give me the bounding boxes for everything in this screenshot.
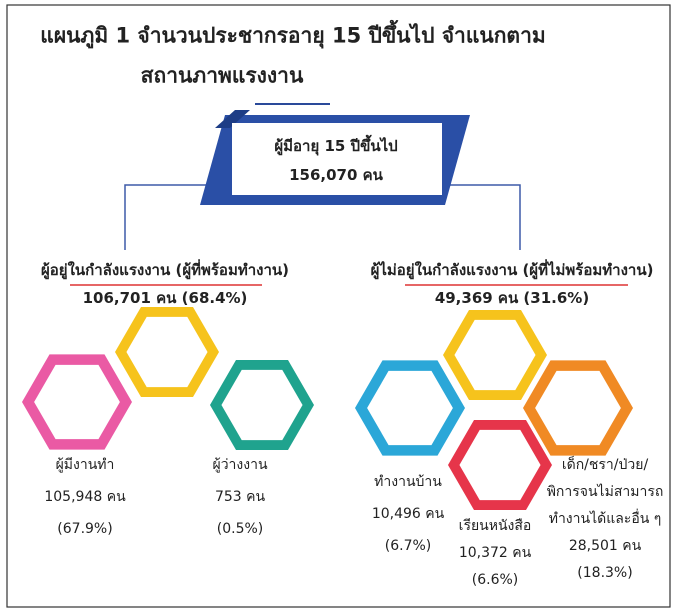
item-value: 28,501 คน bbox=[569, 535, 641, 557]
item-share: (6.7%) bbox=[385, 538, 432, 554]
item-share: (18.3%) bbox=[577, 565, 632, 581]
item-value: 105,948 คน bbox=[44, 486, 125, 508]
item-share: (6.6%) bbox=[472, 572, 519, 588]
total-label: ผู้มีอายุ 15 ปีขึ้นไป bbox=[274, 134, 397, 158]
item-share: (67.9%) bbox=[57, 521, 112, 537]
item-label: ผู้มีงานทำ bbox=[56, 454, 115, 476]
item-label: พิการจนไม่สามารถ bbox=[547, 481, 664, 503]
item-label: เด็ก/ชรา/ป่วย/ bbox=[562, 454, 648, 476]
total-value: 156,070 คน bbox=[289, 163, 383, 187]
group-value: 49,369 คน (31.6%) bbox=[435, 286, 589, 310]
title: สถานภาพแรงงาน bbox=[141, 60, 304, 93]
group-label: ผู้ไม่อยู่ในกำลังแรงงาน (ผู้ที่ไม่พร้อมท… bbox=[371, 258, 654, 282]
connector-right bbox=[445, 185, 520, 250]
title: แผนภูมิ 1 จำนวนประชากรอายุ 15 ปีขึ้นไป จ… bbox=[40, 20, 545, 53]
item-label: เรียนหนังสือ bbox=[459, 515, 532, 537]
item-label: ทำงานบ้าน bbox=[374, 471, 442, 493]
item-label: ผู้ว่างงาน bbox=[212, 454, 267, 476]
group-label: ผู้อยู่ในกำลังแรงงาน (ผู้ที่พร้อมทำงาน) bbox=[41, 258, 289, 282]
item-value: 10,496 คน bbox=[372, 503, 444, 525]
item-share: (0.5%) bbox=[217, 521, 264, 537]
group-value: 106,701 คน (68.4%) bbox=[83, 286, 248, 310]
infographic: แผนภูมิ 1 จำนวนประชากรอายุ 15 ปีขึ้นไป จ… bbox=[0, 0, 677, 612]
item-value: 753 คน bbox=[215, 486, 265, 508]
item-label: ทำงานได้และอื่น ๆ bbox=[549, 508, 662, 530]
item-value: 10,372 คน bbox=[459, 542, 531, 564]
